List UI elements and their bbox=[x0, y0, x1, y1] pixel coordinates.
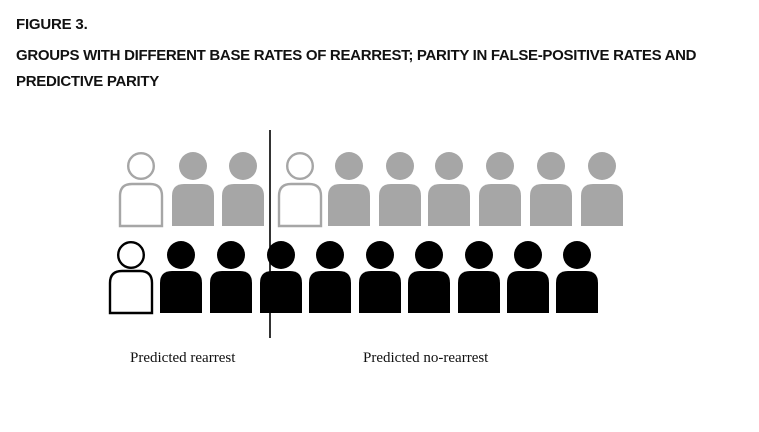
person-icon-top-2-filled bbox=[172, 152, 214, 226]
person-body bbox=[222, 184, 264, 226]
person-body bbox=[556, 271, 598, 313]
figure-title: GROUPS WITH DIFFERENT BASE RATES OF REAR… bbox=[16, 47, 697, 90]
person-head bbox=[179, 152, 207, 180]
person-icon-bottom-3-filled bbox=[210, 241, 252, 313]
person-head bbox=[514, 241, 542, 269]
person-body bbox=[507, 271, 549, 313]
person-head bbox=[335, 152, 363, 180]
person-head bbox=[435, 152, 463, 180]
person-body bbox=[530, 184, 572, 226]
person-body bbox=[160, 271, 202, 313]
person-head bbox=[229, 152, 257, 180]
person-body bbox=[379, 184, 421, 226]
person-body bbox=[428, 184, 470, 226]
person-body bbox=[458, 271, 500, 313]
person-icon-bottom-2-filled bbox=[160, 241, 202, 313]
person-head bbox=[465, 241, 493, 269]
person-icon-bottom-10-filled bbox=[556, 241, 598, 313]
person-body bbox=[260, 271, 302, 313]
person-icon-top-1-outline bbox=[118, 151, 164, 228]
person-head bbox=[217, 241, 245, 269]
person-icon-bottom-7-filled bbox=[408, 241, 450, 313]
person-body bbox=[309, 271, 351, 313]
person-head bbox=[167, 241, 195, 269]
person-head bbox=[537, 152, 565, 180]
caption-predicted-no-rearrest: Predicted no-rearrest bbox=[363, 350, 489, 366]
person-icon-top-10-filled bbox=[581, 152, 623, 226]
person-head bbox=[116, 240, 145, 269]
person-icon-top-8-filled bbox=[479, 152, 521, 226]
person-body bbox=[328, 184, 370, 226]
person-body bbox=[108, 269, 154, 315]
person-icon-top-5-filled bbox=[328, 152, 370, 226]
figure-label: FIGURE 3. bbox=[16, 16, 88, 33]
person-body bbox=[581, 184, 623, 226]
person-icon-top-6-filled bbox=[379, 152, 421, 226]
person-body bbox=[172, 184, 214, 226]
person-head bbox=[126, 151, 155, 180]
caption-predicted-rearrest: Predicted rearrest bbox=[130, 350, 236, 366]
person-head bbox=[386, 152, 414, 180]
person-head bbox=[588, 152, 616, 180]
person-icon-bottom-4-filled bbox=[260, 241, 302, 313]
person-icon-top-9-filled bbox=[530, 152, 572, 226]
person-head bbox=[316, 241, 344, 269]
person-icon-top-7-filled bbox=[428, 152, 470, 226]
person-icon-top-4-outline bbox=[277, 151, 323, 228]
person-head bbox=[366, 241, 394, 269]
person-head bbox=[286, 151, 315, 180]
person-head bbox=[486, 152, 514, 180]
person-body bbox=[118, 182, 164, 228]
person-body bbox=[359, 271, 401, 313]
person-body bbox=[479, 184, 521, 226]
person-icon-top-3-filled bbox=[222, 152, 264, 226]
person-head bbox=[415, 241, 443, 269]
person-body bbox=[277, 182, 323, 228]
person-head bbox=[267, 241, 295, 269]
person-icon-bottom-6-filled bbox=[359, 241, 401, 313]
person-body bbox=[210, 271, 252, 313]
person-icon-bottom-9-filled bbox=[507, 241, 549, 313]
person-body bbox=[408, 271, 450, 313]
person-icon-bottom-5-filled bbox=[309, 241, 351, 313]
person-icon-bottom-8-filled bbox=[458, 241, 500, 313]
person-icon-bottom-1-outline bbox=[108, 240, 154, 315]
person-head bbox=[563, 241, 591, 269]
